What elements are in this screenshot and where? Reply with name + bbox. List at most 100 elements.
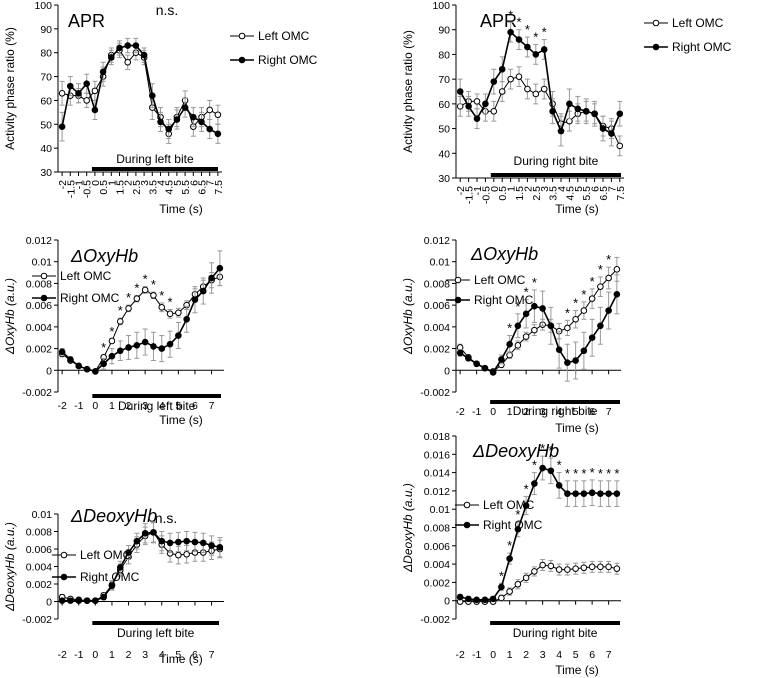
significance-star: * [573, 296, 578, 311]
x-tick-label: 7.5 [213, 180, 225, 195]
y-tick-label: 0.004 [424, 322, 450, 334]
data-point [58, 348, 66, 356]
x-tick-label: 3 [540, 649, 546, 661]
y-tick-label: 30 [40, 167, 52, 179]
x-tick-label: 3.5 [548, 186, 560, 201]
x-tick-label: -2 [455, 186, 467, 195]
series-line [459, 467, 617, 601]
data-point [580, 347, 588, 355]
data-point [531, 302, 538, 310]
legend-label: Right OMC [80, 570, 140, 584]
x-tick-label: 2 [523, 406, 529, 418]
y-tick-label: 0.012 [26, 235, 52, 247]
x-tick-label: 0 [490, 406, 496, 418]
data-point [124, 42, 131, 49]
bite-bar [490, 173, 621, 177]
data-point [199, 539, 207, 547]
panel-title: ΔDeoxyHb [70, 506, 157, 526]
x-tick-label: -1 [472, 649, 481, 661]
data-point [198, 118, 205, 126]
x-tick-label: 5.5 [180, 180, 192, 195]
data-point [514, 526, 522, 533]
data-point [206, 125, 213, 133]
data-point [588, 334, 596, 342]
data-point [564, 490, 571, 497]
x-tick-label: 7 [209, 400, 215, 412]
x-tick-label: 1.5 [514, 186, 526, 201]
bite-label: During right bite [513, 626, 598, 640]
significance-star: * [126, 290, 131, 305]
data-point [92, 368, 99, 375]
legend-label: Right OMC [60, 291, 120, 305]
data-point [597, 322, 604, 330]
data-point [555, 346, 563, 353]
x-tick-label: 1 [507, 649, 513, 661]
x-tick-label: 6 [188, 180, 200, 186]
significance-star: * [508, 7, 513, 22]
panel-title: ΔOxyHb [70, 246, 138, 266]
data-point [539, 464, 546, 472]
series-right-omc [58, 521, 224, 604]
data-point [456, 349, 464, 357]
panel-title: APR [480, 11, 517, 31]
x-tick-label: 3 [142, 400, 148, 412]
significance-star: * [532, 458, 537, 473]
legend-item: Left OMC [230, 29, 310, 43]
data-point [580, 490, 588, 497]
data-point [58, 597, 66, 604]
bite-label: During left bite [118, 399, 196, 413]
data-point [524, 85, 531, 93]
data-point [473, 596, 480, 604]
data-point [522, 574, 530, 582]
x-tick-label: 4.5 [164, 180, 176, 195]
data-point [515, 73, 523, 80]
series-right-omc [58, 37, 222, 144]
y-tick-label: 80 [40, 48, 52, 60]
bite-label: During right bite [514, 154, 599, 168]
series-left-omc [58, 42, 222, 144]
significance-star: * [499, 568, 504, 583]
x-tick-label: 1.5 [115, 180, 127, 195]
data-point [616, 110, 624, 118]
x-tick-label: 7 [606, 406, 612, 418]
significance-star: * [524, 285, 529, 300]
data-point [540, 46, 548, 53]
x-tick-label: 6 [192, 649, 198, 661]
significance-star: * [109, 324, 114, 339]
data-point [116, 564, 124, 571]
data-point [133, 295, 141, 302]
x-tick-label: 2 [126, 400, 132, 412]
significance-star: * [507, 538, 512, 553]
data-point [158, 304, 166, 311]
significance-star: * [598, 262, 603, 277]
x-tick-label: 6 [589, 406, 595, 418]
data-point [191, 296, 199, 304]
series-right-omc [58, 250, 224, 375]
x-tick-label: 7 [205, 180, 217, 186]
y-tick-label: 0 [46, 597, 52, 609]
data-point [490, 78, 498, 85]
legend-label: Left OMC [672, 16, 724, 30]
data-point [125, 549, 132, 556]
data-point [522, 310, 530, 318]
data-point [141, 529, 149, 537]
x-tick-label: -2 [455, 406, 464, 418]
x-tick-label: 2 [123, 180, 135, 186]
data-point [58, 123, 66, 130]
x-tick-label: 0 [90, 180, 102, 186]
legend-item: Left OMC [32, 269, 112, 283]
data-point [108, 352, 116, 360]
data-point [183, 537, 190, 545]
data-point [588, 489, 596, 497]
data-point [133, 342, 141, 349]
x-tick-label: 5 [573, 406, 579, 418]
data-point [524, 43, 531, 51]
significance-label: n.s. [156, 2, 179, 18]
data-point [608, 130, 615, 137]
y-axis-title: Activity phase ratio (%) [401, 30, 415, 153]
data-point [149, 92, 156, 99]
data-point [613, 490, 621, 497]
legend-marker [463, 521, 471, 529]
data-point [165, 125, 172, 133]
significance-star: * [590, 465, 595, 480]
